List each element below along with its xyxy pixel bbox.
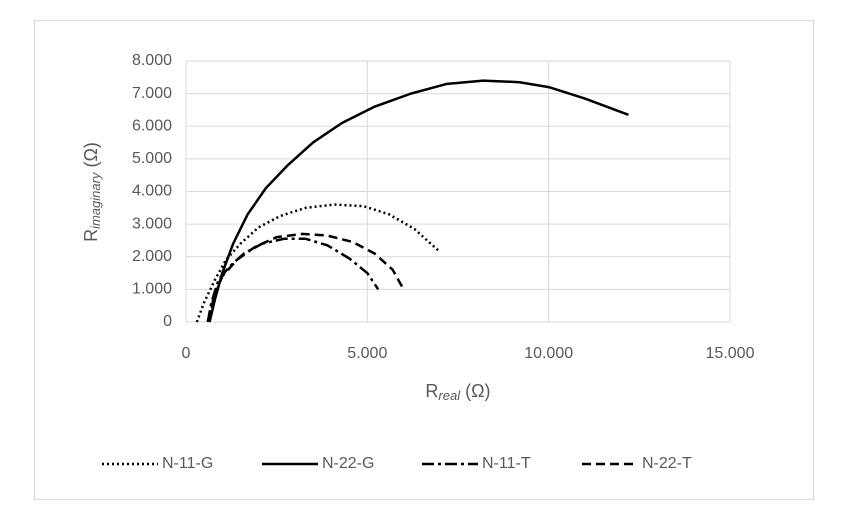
x-tick-label: 0 (182, 345, 191, 362)
y-tick-label: 0 (163, 313, 172, 330)
x-tick-label: 10.000 (524, 345, 573, 362)
legend-label: N-22-T (642, 455, 692, 472)
y-tick-label: 5.000 (132, 150, 172, 167)
y-axis-title-unit: (Ω) (81, 142, 101, 167)
series-line (195, 203, 441, 323)
y-tick-label: 8.000 (132, 52, 172, 69)
y-tick-label: 7.000 (132, 85, 172, 102)
series-line (208, 79, 629, 323)
y-axis-title-sub: imaginary (88, 171, 103, 229)
y-axis-title: Rimaginary (Ω) (81, 142, 104, 242)
legend-label: N-22-G (322, 455, 374, 472)
x-axis-title-sub: real (438, 388, 461, 403)
legend-label: N-11-G (162, 455, 213, 472)
y-tick-label: 3.000 (132, 215, 172, 232)
x-tick-label: 5.000 (347, 345, 387, 362)
x-axis-title-main: R (425, 381, 438, 401)
x-axis-title: Rreal (Ω) (425, 381, 490, 404)
chart-border (34, 20, 814, 500)
y-tick-label: 4.000 (132, 183, 172, 200)
y-axis-title-main: R (81, 229, 101, 242)
legend-label: N-11-T (482, 455, 531, 472)
y-tick-label: 1.000 (132, 281, 172, 298)
series-line (208, 232, 405, 323)
x-axis-title-unit: (Ω) (465, 381, 490, 401)
series-line (206, 237, 380, 323)
y-tick-label: 6.000 (132, 117, 172, 134)
y-tick-label: 2.000 (132, 248, 172, 265)
x-tick-label: 15.000 (706, 345, 755, 362)
